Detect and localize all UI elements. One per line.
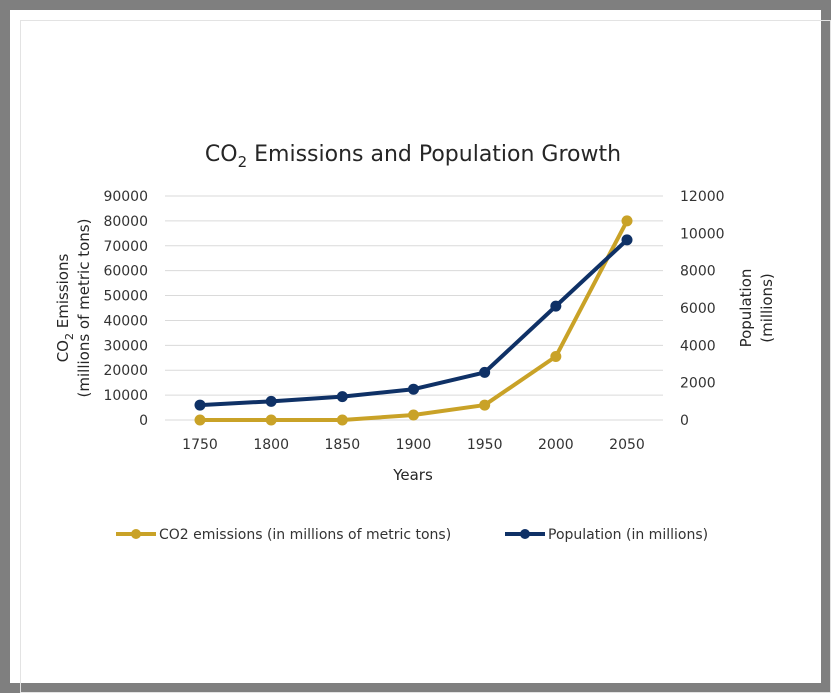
data-point <box>479 399 491 411</box>
left-axis-tick-label: 0 <box>139 413 148 429</box>
data-point <box>194 399 206 411</box>
legend-item-population: Population (in millions) <box>505 527 708 543</box>
x-axis-tick-label: 2000 <box>538 437 574 453</box>
left-axis-label-pre: CO <box>54 340 72 362</box>
right-axis-tick-label: 12000 <box>680 189 725 205</box>
right-axis-label-line2: (millions) <box>758 273 776 343</box>
left-axis-tick-label: 40000 <box>103 313 148 329</box>
series-population <box>194 234 633 411</box>
right-axis-tick-label: 4000 <box>680 338 716 354</box>
x-axis-tick-label: 2050 <box>609 437 645 453</box>
x-axis-tick-label: 1800 <box>253 437 289 453</box>
x-axis-tick-label: 1850 <box>325 437 361 453</box>
right-axis-tick-label: 6000 <box>680 301 716 317</box>
data-point <box>336 414 348 426</box>
chart-title: CO2 Emissions and Population Growth <box>205 142 621 171</box>
x-axis-tick-label: 1950 <box>467 437 503 453</box>
data-point <box>550 351 562 363</box>
left-axis-label: CO2 Emissions (millions of metric tons) <box>54 219 93 398</box>
data-point <box>336 391 348 403</box>
left-axis-label-sub: 2 <box>63 333 76 340</box>
left-axis-tick-label: 50000 <box>103 289 148 305</box>
data-point <box>550 300 562 312</box>
left-axis-tick-label: 80000 <box>103 214 148 230</box>
legend-population-swatch-marker <box>520 529 530 539</box>
chart-title-post: Emissions and Population Growth <box>247 142 621 167</box>
x-axis-tick-label: 1900 <box>396 437 432 453</box>
left-axis-tick-label: 90000 <box>103 189 148 205</box>
left-axis-label-line1: CO2 Emissions <box>54 254 76 363</box>
chart-title-sub: 2 <box>238 153 248 171</box>
series-co2 <box>194 215 633 426</box>
right-axis-tick-label: 8000 <box>680 264 716 280</box>
data-point <box>265 414 277 426</box>
data-point <box>621 234 633 246</box>
right-axis-tick-label: 10000 <box>680 226 725 242</box>
right-axis-tick-label: 2000 <box>680 376 716 392</box>
legend-population-label: Population (in millions) <box>548 527 708 543</box>
chart-title-pre: CO <box>205 142 238 167</box>
series-group <box>194 215 633 426</box>
left-axis-tick-label: 60000 <box>103 264 148 280</box>
legend-item-co2: CO2 emissions (in millions of metric ton… <box>116 527 451 543</box>
data-point <box>621 215 633 227</box>
right-axis-tick-label: 0 <box>680 413 689 429</box>
legend-co2-label: CO2 emissions (in millions of metric ton… <box>159 527 451 543</box>
gridlines <box>165 195 663 421</box>
series-line <box>199 238 629 408</box>
data-point <box>479 366 491 378</box>
right-axis-label-line1: Population <box>737 269 755 348</box>
data-point <box>194 414 206 426</box>
x-axis-label: Years <box>392 466 433 484</box>
left-axis-label-post: Emissions <box>54 254 72 334</box>
left-axis-ticks: 0 10000 20000 30000 40000 50000 60000 70000 8000… <box>103 189 148 429</box>
left-axis-tick-label: 30000 <box>103 338 148 354</box>
data-point <box>408 383 419 395</box>
data-point <box>408 409 419 421</box>
x-axis-ticks: 1750 1800 1850 1900 1950 2000 2050 <box>182 437 645 453</box>
left-axis-tick-label: 20000 <box>103 363 148 379</box>
right-axis-label: Population (millions) <box>737 269 776 348</box>
left-axis-tick-label: 10000 <box>103 388 148 404</box>
legend-co2-swatch-marker <box>131 529 141 539</box>
x-axis-tick-label: 1750 <box>182 437 218 453</box>
left-axis-tick-label: 70000 <box>103 239 148 255</box>
legend: CO2 emissions (in millions of metric ton… <box>116 527 708 543</box>
left-axis-label-line2: (millions of metric tons) <box>75 219 93 398</box>
right-axis-ticks: 0 2000 4000 6000 8000 10000 12000 <box>680 189 725 429</box>
data-point <box>265 395 277 407</box>
